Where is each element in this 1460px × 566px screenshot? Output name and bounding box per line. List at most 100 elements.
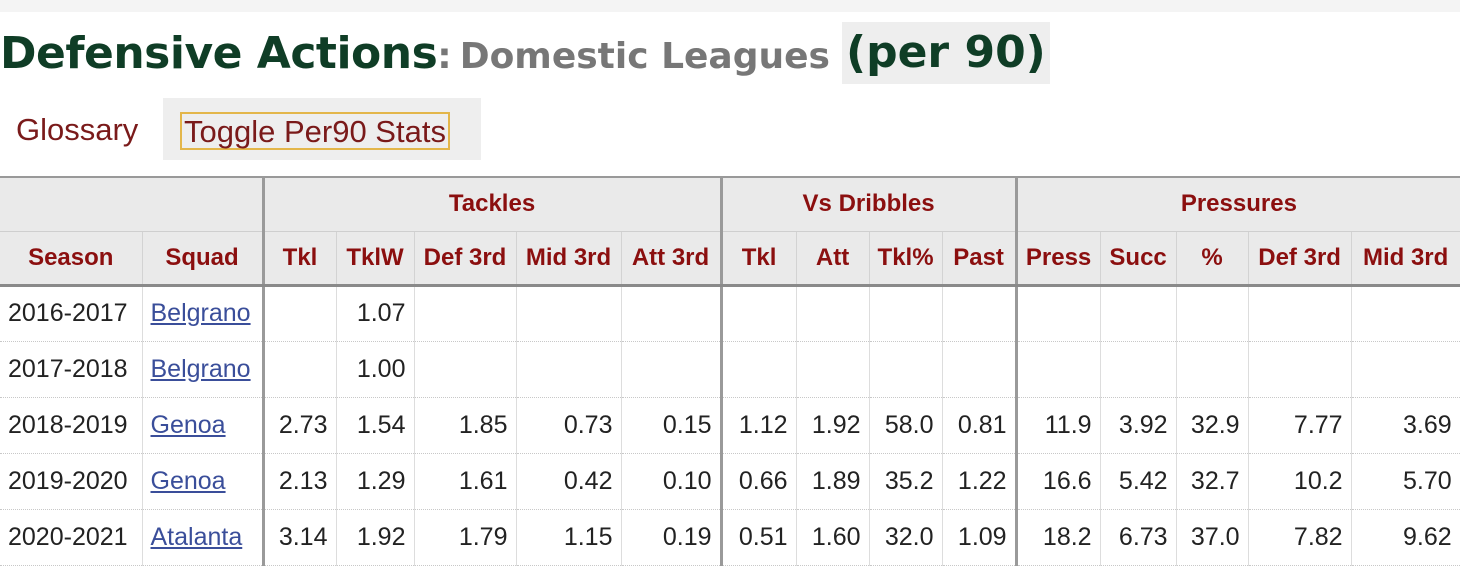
cell-dribble-att: 1.92 (796, 397, 870, 454)
cell-tkl-pct: 32.0 (869, 509, 943, 566)
cell-press-def-3rd (1248, 341, 1352, 398)
col-header-press[interactable]: Press (1014, 231, 1101, 287)
col-header-past[interactable]: Past (942, 231, 1017, 287)
col-header-press-mid-3rd[interactable]: Mid 3rd (1351, 231, 1460, 287)
cell-tkl (261, 285, 337, 342)
squad-link[interactable]: Atalanta (150, 522, 243, 551)
col-header-succ[interactable]: Succ (1100, 231, 1177, 287)
cell-mid-3rd: 0.73 (516, 397, 622, 454)
cell-att-3rd (621, 285, 722, 342)
cell-past (942, 285, 1017, 342)
cell-press: 11.9 (1014, 397, 1101, 454)
title-per90: (per 90) (841, 22, 1050, 84)
title-subtitle: Domestic Leagues (459, 35, 830, 77)
cell-def-3rd: 1.79 (414, 509, 517, 566)
col-header-pct[interactable]: % (1176, 231, 1249, 287)
cell-press-def-3rd: 7.82 (1248, 509, 1352, 566)
squad-link[interactable]: Genoa (150, 410, 226, 439)
col-header-mid-3rd[interactable]: Mid 3rd (516, 231, 622, 287)
cell-press: 18.2 (1014, 509, 1101, 566)
table-row: 2016-2017 Belgrano 1.07 (0, 285, 1460, 342)
col-header-att-3rd[interactable]: Att 3rd (621, 231, 722, 287)
cell-succ: 6.73 (1100, 509, 1177, 566)
col-header-def-3rd[interactable]: Def 3rd (414, 231, 517, 287)
defensive-actions-table: Tackles Vs Dribbles Pressures Season Squ… (0, 176, 1460, 566)
col-header-tkl[interactable]: Tkl (261, 231, 337, 287)
title-colon: : (437, 35, 452, 77)
cell-squad: Genoa (142, 397, 264, 454)
col-header-press-def-3rd[interactable]: Def 3rd (1248, 231, 1352, 287)
group-header-pressures: Pressures (1014, 176, 1460, 232)
cell-dribble-tkl (719, 341, 797, 398)
title-main: Defensive Actions (0, 27, 438, 79)
page-title: Defensive Actions: Domestic Leagues (per… (0, 22, 1050, 84)
cell-past: 1.09 (942, 509, 1017, 566)
cell-past (942, 341, 1017, 398)
cell-past: 0.81 (942, 397, 1017, 454)
cell-tkl-pct: 58.0 (869, 397, 943, 454)
col-header-squad[interactable]: Squad (142, 231, 264, 287)
cell-tklw: 1.92 (336, 509, 415, 566)
group-header-tackles: Tackles (261, 176, 722, 232)
cell-press: 16.6 (1014, 453, 1101, 510)
cell-season: 2016-2017 (0, 285, 143, 342)
cell-press-def-3rd (1248, 285, 1352, 342)
cell-pct: 32.7 (1176, 453, 1249, 510)
cell-dribble-att (796, 341, 870, 398)
cell-mid-3rd (516, 341, 622, 398)
group-header-blank (0, 176, 263, 232)
cell-tklw: 1.54 (336, 397, 415, 454)
cell-pct: 37.0 (1176, 509, 1249, 566)
cell-season: 2020-2021 (0, 509, 143, 566)
table-row: 2019-2020 Genoa 2.13 1.29 1.61 0.42 0.10 0.66 1.… (0, 453, 1460, 510)
cell-dribble-tkl: 0.66 (719, 453, 797, 510)
cell-def-3rd: 1.61 (414, 453, 517, 510)
cell-dribble-tkl (719, 285, 797, 342)
cell-tklw: 1.00 (336, 341, 415, 398)
cell-mid-3rd: 0.42 (516, 453, 622, 510)
cell-tkl: 3.14 (261, 509, 337, 566)
cell-dribble-tkl: 1.12 (719, 397, 797, 454)
cell-tkl-pct: 35.2 (869, 453, 943, 510)
cell-tklw: 1.07 (336, 285, 415, 342)
col-header-dribble-tkl[interactable]: Tkl (719, 231, 797, 287)
group-header-vs-dribbles: Vs Dribbles (719, 176, 1017, 232)
col-header-tkl-pct[interactable]: Tkl% (869, 231, 943, 287)
column-header-row: Season Squad Tkl TklW Def 3rd Mid 3rd At… (0, 231, 1460, 287)
table-row: 2020-2021 Atalanta 3.14 1.92 1.79 1.15 0.19 0.5… (0, 509, 1460, 566)
cell-succ (1100, 285, 1177, 342)
cell-pct (1176, 285, 1249, 342)
cell-tkl: 2.13 (261, 453, 337, 510)
cell-dribble-att (796, 285, 870, 342)
cell-squad: Belgrano (142, 285, 264, 342)
table-row: 2017-2018 Belgrano 1.00 (0, 341, 1460, 398)
squad-link[interactable]: Belgrano (150, 354, 251, 383)
cell-press-mid-3rd (1351, 285, 1460, 342)
cell-season: 2017-2018 (0, 341, 143, 398)
cell-season: 2019-2020 (0, 453, 143, 510)
cell-press-mid-3rd: 5.70 (1351, 453, 1460, 510)
toggle-per90-button[interactable]: Toggle Per90 Stats (180, 112, 450, 150)
cell-tkl-pct (869, 285, 943, 342)
cell-mid-3rd: 1.15 (516, 509, 622, 566)
cell-tkl (261, 341, 337, 398)
cell-past: 1.22 (942, 453, 1017, 510)
col-header-dribble-att[interactable]: Att (796, 231, 870, 287)
cell-pct (1176, 341, 1249, 398)
cell-att-3rd (621, 341, 722, 398)
cell-press-def-3rd: 10.2 (1248, 453, 1352, 510)
col-header-tklw[interactable]: TklW (336, 231, 415, 287)
col-header-season[interactable]: Season (0, 231, 143, 287)
cell-press (1014, 341, 1101, 398)
cell-succ (1100, 341, 1177, 398)
cell-press-def-3rd: 7.77 (1248, 397, 1352, 454)
cell-succ: 5.42 (1100, 453, 1177, 510)
cell-mid-3rd (516, 285, 622, 342)
cell-tkl: 2.73 (261, 397, 337, 454)
cell-dribble-tkl: 0.51 (719, 509, 797, 566)
squad-link[interactable]: Genoa (150, 466, 226, 495)
cell-pct: 32.9 (1176, 397, 1249, 454)
glossary-link[interactable]: Glossary (16, 112, 139, 147)
cell-def-3rd (414, 341, 517, 398)
squad-link[interactable]: Belgrano (150, 299, 251, 327)
